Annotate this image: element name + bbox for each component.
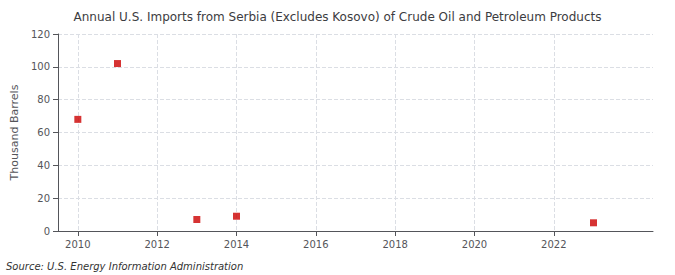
- svg-text:2020: 2020: [462, 239, 487, 250]
- svg-text:Annual U.S. Imports from Serbi: Annual U.S. Imports from Serbia (Exclude…: [74, 10, 602, 24]
- svg-text:60: 60: [37, 127, 50, 138]
- svg-text:2016: 2016: [303, 239, 328, 250]
- svg-text:100: 100: [31, 61, 50, 72]
- svg-text:Source: U.S. Energy Informatio: Source: U.S. Energy Information Administ…: [6, 261, 243, 272]
- svg-text:20: 20: [37, 193, 50, 204]
- svg-text:0: 0: [44, 226, 50, 237]
- svg-text:Thousand Barrels: Thousand Barrels: [8, 84, 21, 181]
- svg-text:2018: 2018: [382, 239, 407, 250]
- svg-text:2014: 2014: [224, 239, 249, 250]
- svg-text:80: 80: [37, 94, 50, 105]
- svg-text:2022: 2022: [541, 239, 566, 250]
- svg-text:120: 120: [31, 29, 50, 40]
- svg-text:2010: 2010: [65, 239, 90, 250]
- svg-text:40: 40: [37, 160, 50, 171]
- svg-text:2012: 2012: [144, 239, 169, 250]
